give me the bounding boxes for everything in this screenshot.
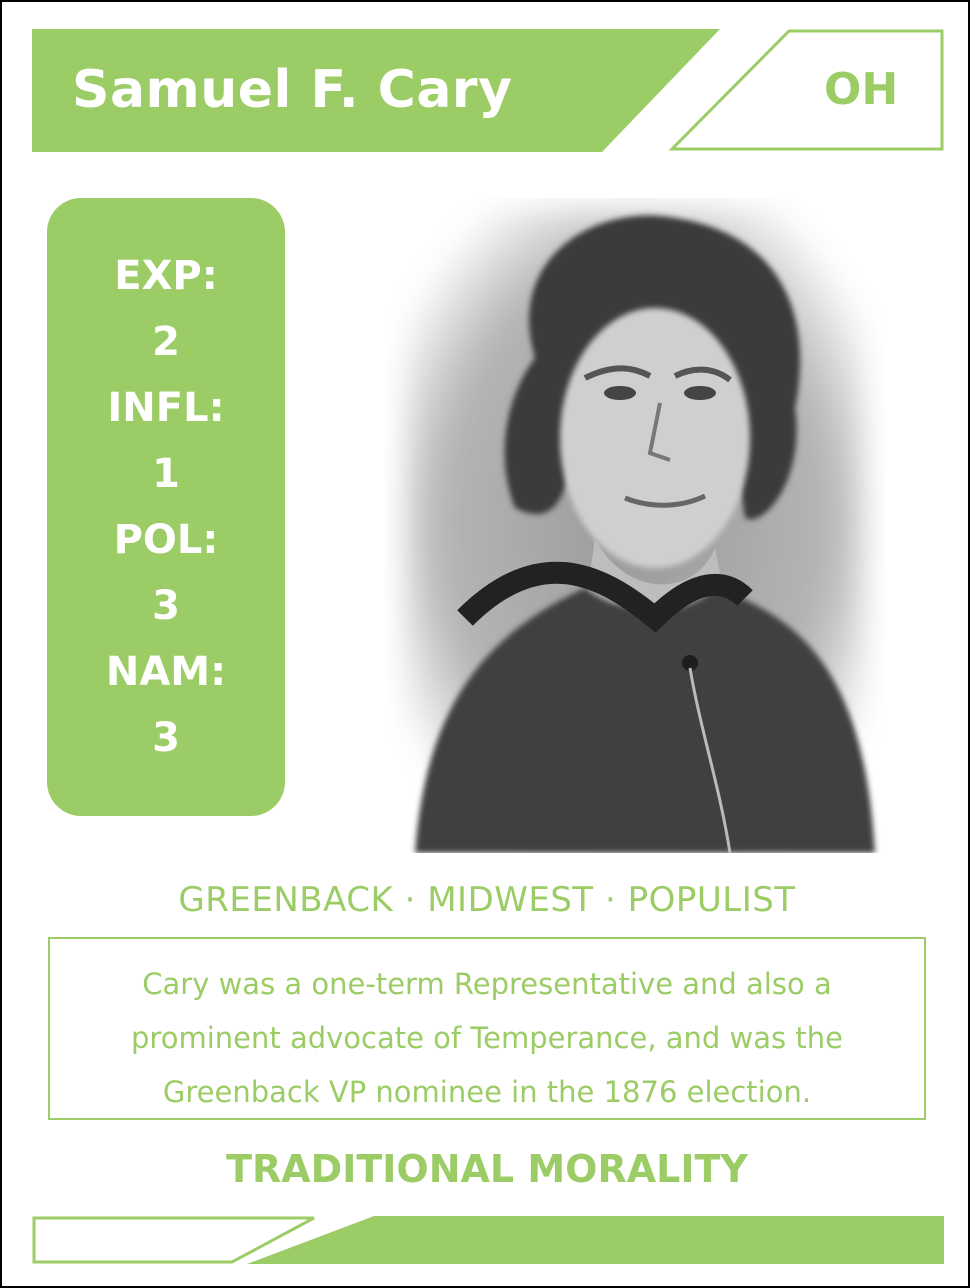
state-label: OH	[824, 64, 899, 115]
header-banner	[32, 29, 944, 152]
footer-banner	[32, 1216, 944, 1264]
stat-pol-value: 3	[152, 583, 180, 629]
candidate-name: Samuel F. Cary	[72, 60, 513, 120]
ideology-label: TRADITIONAL MORALITY	[226, 1147, 748, 1191]
description-line: Cary was a one-term Representative and a…	[142, 967, 832, 1001]
stat-nam-label: NAM:	[105, 649, 227, 695]
stat-infl-value: 1	[152, 451, 180, 497]
stats-panel: EXP: 2 INFL: 1 POL: 3 NAM: 3	[47, 198, 285, 816]
description-box: Cary was a one-term Representative and a…	[48, 937, 926, 1120]
description-line: prominent advocate of Temperance, and wa…	[131, 1021, 843, 1055]
stat-exp-value: 2	[152, 319, 180, 365]
footer-right-shape	[247, 1216, 944, 1264]
stat-nam-value: 3	[152, 715, 180, 761]
state-banner-shape	[668, 29, 944, 151]
footer-left-shape	[32, 1216, 315, 1264]
stat-exp-label: EXP:	[114, 253, 218, 299]
stat-infl-label: INFL:	[107, 385, 225, 431]
name-banner-shape	[32, 29, 720, 152]
portrait-photo	[405, 208, 875, 853]
category-tags: GREENBACK · MIDWEST · POPULIST	[178, 880, 796, 920]
description-line: Greenback VP nominee in the 1876 electio…	[162, 1075, 812, 1109]
stat-pol-label: POL:	[113, 517, 219, 563]
